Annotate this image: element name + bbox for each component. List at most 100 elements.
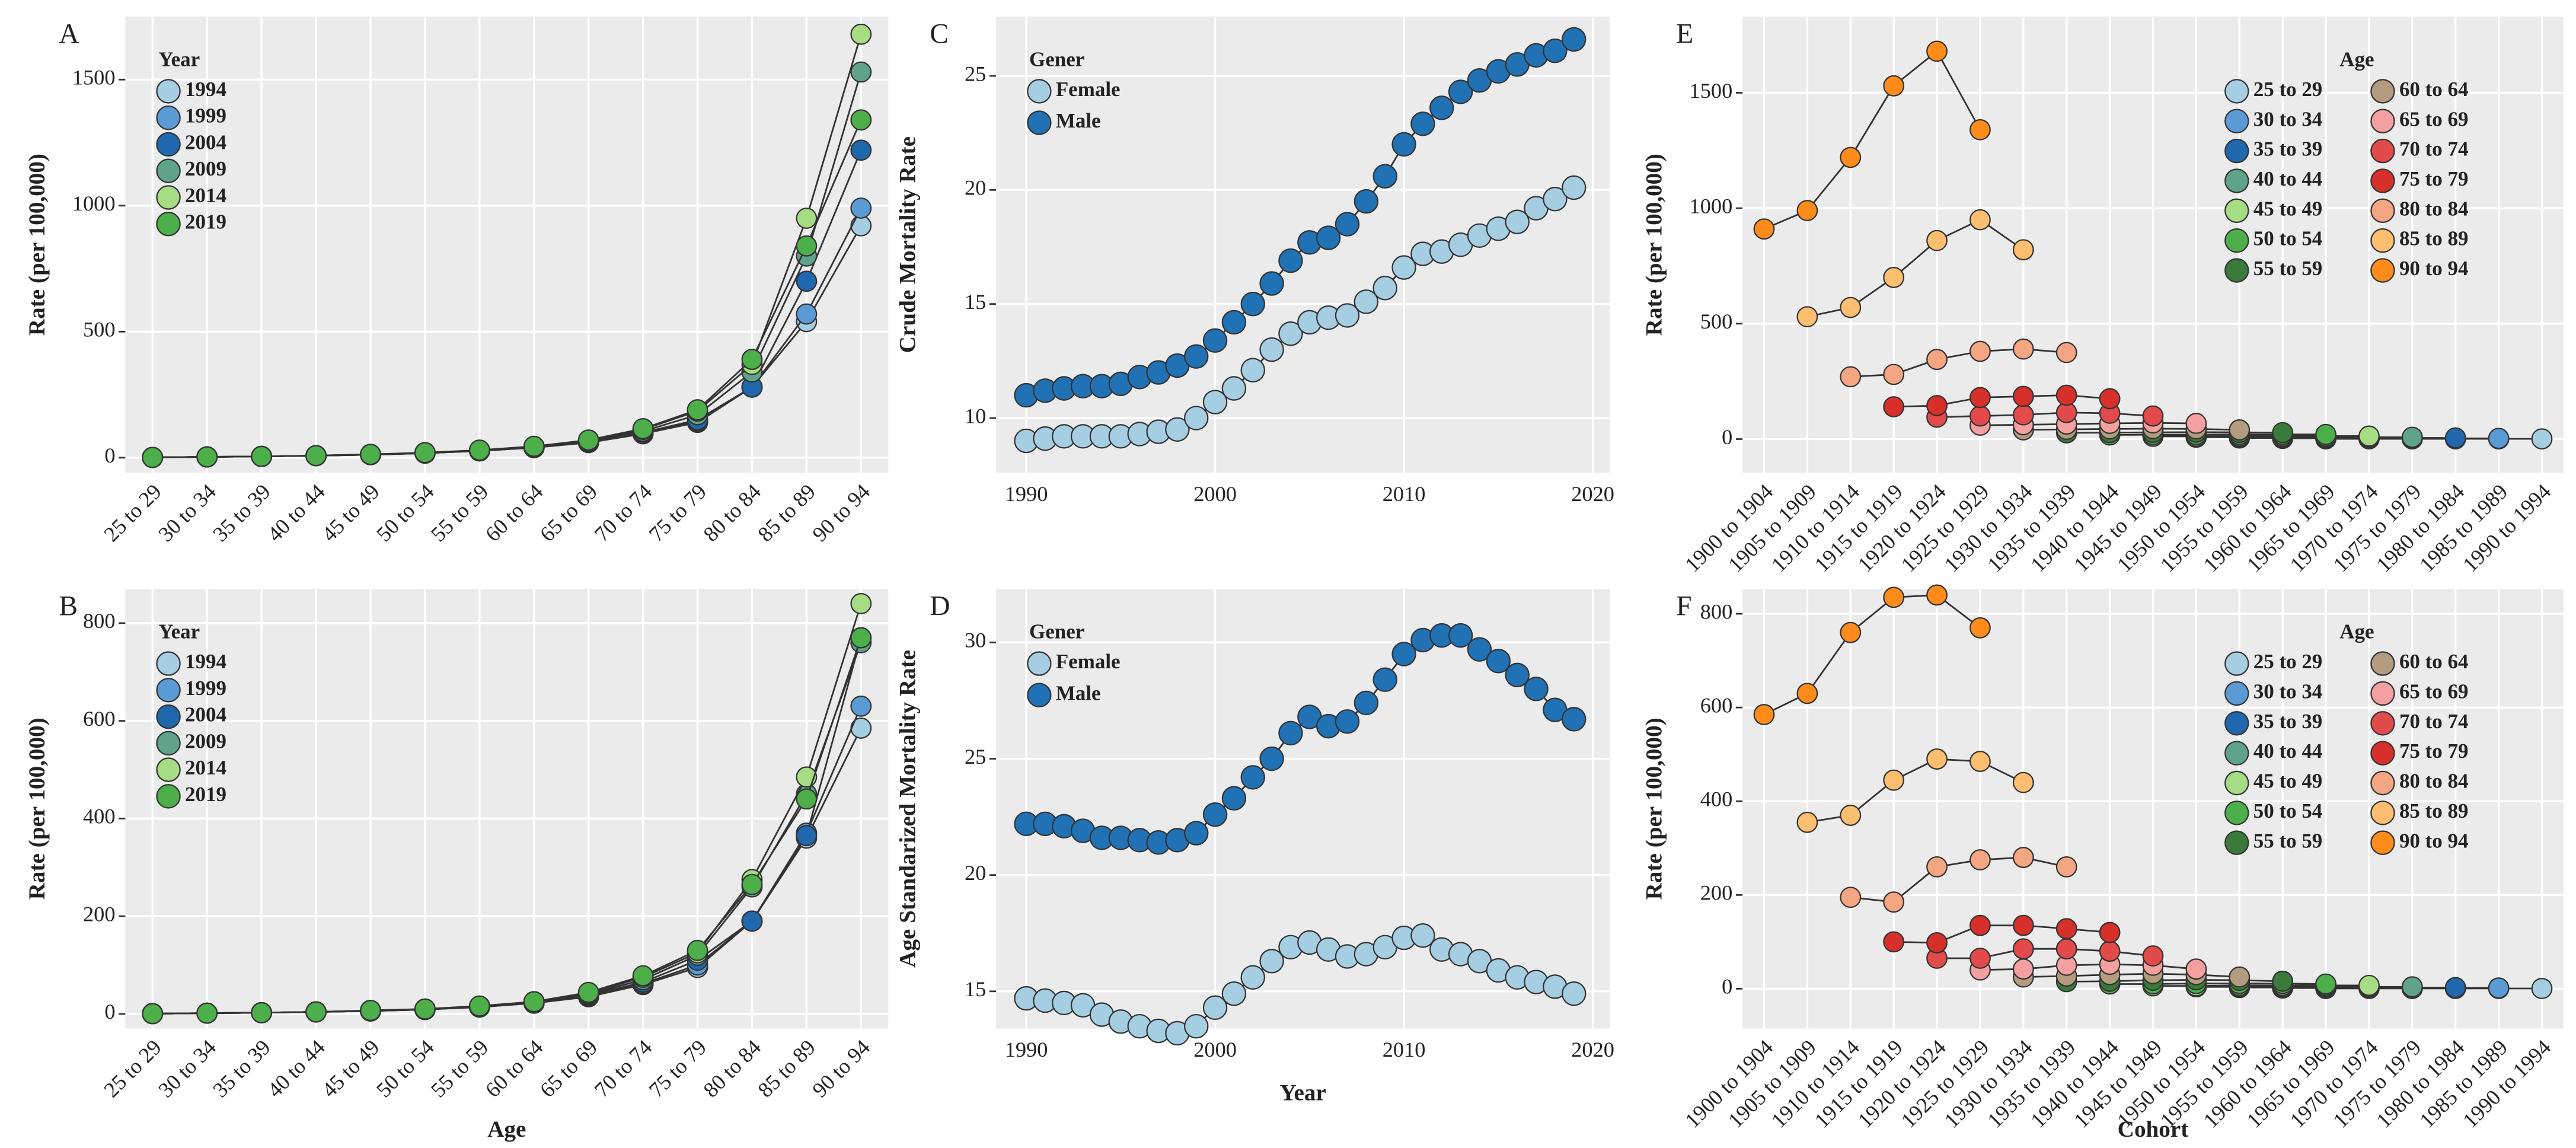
data-point [1543, 187, 1568, 212]
data-point [1429, 95, 1454, 120]
legend-label: 2014 [185, 184, 226, 207]
data-point [1753, 704, 1775, 725]
series-line [2066, 431, 2283, 434]
x-tick-label: 1990 [1005, 482, 1048, 506]
legend-label: 45 to 49 [2253, 197, 2323, 220]
data-point [2488, 977, 2510, 999]
y-tick-label: 0 [104, 444, 115, 467]
y-tick-label: 400 [83, 805, 116, 828]
data-point [1753, 218, 1775, 240]
data-point [1505, 209, 1530, 234]
legend-swatch [2224, 801, 2249, 825]
x-tick-label: 2010 [1383, 482, 1426, 506]
data-point [468, 995, 490, 1017]
data-point [305, 1001, 327, 1023]
legend-label: 60 to 64 [2399, 650, 2469, 673]
data-point [2142, 945, 2164, 967]
data-point [850, 109, 872, 131]
y-axis-label: Crude Mortality Rate [895, 136, 921, 353]
data-point [523, 435, 545, 457]
data-point [2012, 938, 2034, 960]
data-point [2142, 405, 2164, 427]
data-point [2358, 974, 2380, 996]
legend-swatch [2370, 198, 2395, 224]
data-point [1335, 709, 1360, 734]
x-tick-label: 85 to 89 [754, 1035, 821, 1102]
legend-label: 80 to 84 [2399, 770, 2469, 793]
x-tick-label: 70 to 74 [590, 480, 657, 547]
data-point [1184, 1013, 1209, 1039]
y-tick-label: 15 [965, 290, 986, 314]
legend-swatch [156, 158, 181, 183]
y-axis-label: Rate (per 100,000) [24, 718, 50, 900]
data-point [1467, 637, 1492, 662]
legend-label: 75 to 79 [2399, 167, 2469, 190]
legend-swatch [2224, 198, 2249, 224]
data-point [577, 429, 599, 451]
data-point [796, 208, 818, 229]
y-tick-label: 25 [965, 62, 986, 85]
data-point [1372, 276, 1397, 301]
legend-swatch [156, 704, 181, 729]
data-point [1969, 948, 1991, 969]
data-point [1448, 623, 1473, 648]
y-tick-label: 20 [965, 861, 986, 885]
data-point [2012, 338, 2034, 360]
legend-swatch [2370, 138, 2395, 164]
data-point [687, 399, 708, 420]
x-tick-label: 30 to 34 [154, 1035, 221, 1102]
legend-swatch [2370, 168, 2395, 193]
data-point [741, 873, 763, 895]
legend-label: 55 to 59 [2253, 829, 2323, 852]
legend-label: 80 to 84 [2399, 197, 2469, 220]
data-point [305, 445, 327, 467]
data-point [1259, 271, 1284, 296]
data-point [2488, 428, 2510, 449]
data-point [1354, 289, 1379, 314]
data-point [2099, 388, 2121, 410]
y-tick-label: 30 [965, 629, 986, 652]
data-point [1840, 621, 1862, 643]
data-point [850, 139, 872, 161]
legend-label: 65 to 69 [2399, 107, 2469, 130]
data-point [1969, 119, 1991, 141]
legend-label: 70 to 74 [2399, 138, 2469, 161]
legend-swatch [1027, 651, 1052, 676]
legend-title: Year [158, 620, 200, 643]
data-point [1883, 396, 1905, 417]
x-tick-label: 35 to 39 [208, 1035, 275, 1102]
legend-title: Year [158, 48, 200, 71]
data-point [796, 270, 818, 292]
legend-title: Gener [1029, 48, 1084, 71]
data-point [1354, 189, 1379, 214]
y-axis-label: Age Standarized Mortality Rate [895, 650, 921, 968]
data-point [1372, 667, 1397, 692]
legend-label: 1994 [185, 78, 226, 101]
data-point [796, 303, 818, 325]
data-point [196, 446, 218, 468]
data-point [1840, 805, 1862, 826]
data-point [1240, 291, 1265, 317]
data-point [1202, 802, 1228, 827]
data-point [1486, 649, 1511, 674]
x-tick-label: 40 to 44 [263, 1035, 330, 1102]
plot-background [125, 589, 889, 1029]
data-point [1259, 949, 1284, 974]
legend-swatch [2370, 711, 2395, 736]
data-point [1278, 720, 1303, 746]
legend-label: 35 to 39 [2253, 138, 2323, 161]
data-point [1969, 914, 1991, 936]
data-point [251, 1002, 273, 1023]
data-point [2185, 413, 2207, 434]
x-axis-label: Cohort [2118, 1117, 2189, 1142]
data-point [1372, 164, 1397, 189]
x-tick-label: 75 to 79 [644, 1035, 711, 1102]
data-point [2315, 423, 2336, 445]
data-point [1391, 255, 1416, 280]
data-point [1221, 786, 1247, 811]
y-tick-label: 200 [1700, 881, 1733, 905]
data-point [2012, 239, 2034, 261]
data-point [2012, 847, 2034, 868]
data-point [1259, 337, 1284, 362]
x-tick-label: 35 to 39 [208, 480, 275, 547]
